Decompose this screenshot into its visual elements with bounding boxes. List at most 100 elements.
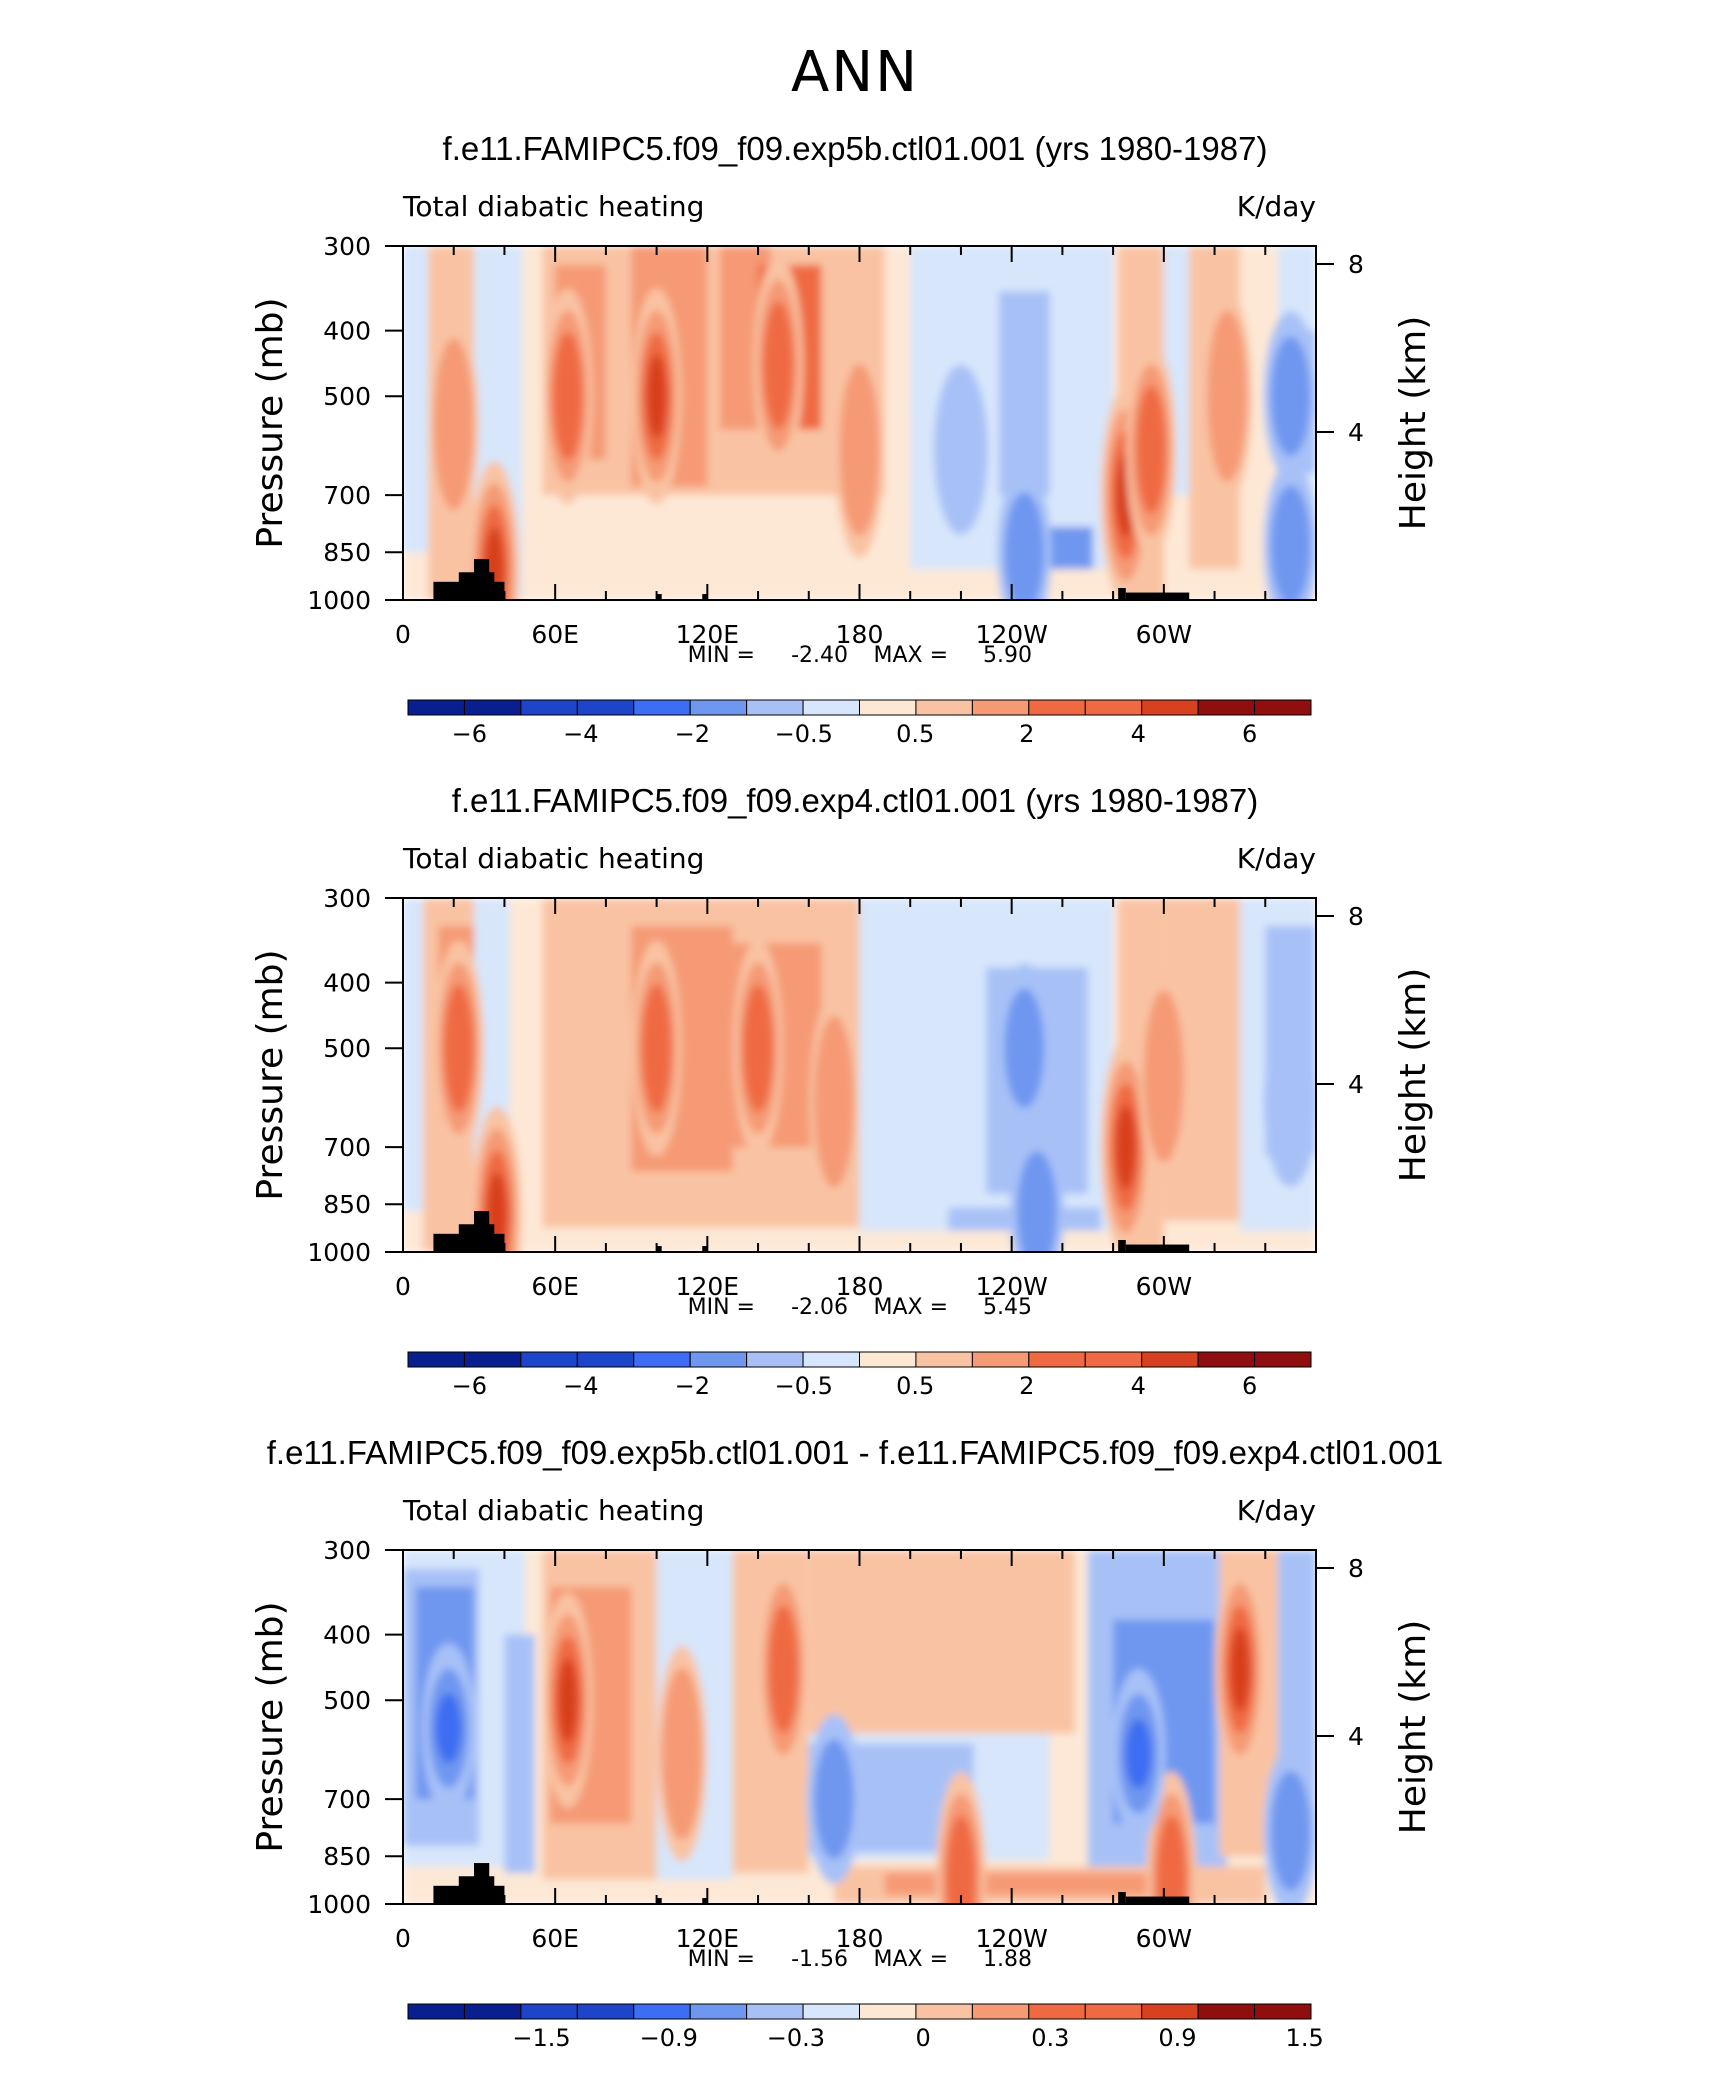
colorbar-label: 0.5 [896,1372,934,1400]
topography-mask [656,1898,662,1904]
topography-mask [656,1246,662,1252]
x-tick-label: 0 [395,1272,411,1301]
y-tick-label: 850 [323,1842,371,1871]
min-value: -1.56 [791,1947,848,1972]
topography-mask [702,594,708,600]
heating-feature [1229,1627,1250,1712]
colorbar-box [1197,1351,1256,1368]
colorbar-box [971,2003,1030,2020]
x-tick-label: 120W [975,620,1047,649]
cooling-feature [1004,988,1045,1109]
colorbar-box [407,1351,465,1368]
topography-mask [1125,592,1190,600]
y2-tick-label: 4 [1348,1722,1364,1751]
y2-axis-label: Height (km) [1393,316,1434,530]
cooling-feature [1017,1151,1058,1252]
colorbar-label: −0.5 [775,720,833,748]
colorbar-box [1254,1351,1312,1368]
y2-axis-label: Height (km) [1393,968,1434,1182]
colorbar-box [859,699,917,716]
colorbar-label: −2 [675,1372,710,1400]
colorbar-box [520,699,578,716]
colorbar-box [859,2003,917,2020]
colorbar-box [576,1351,635,1368]
x-tick-label: 180 [836,1272,884,1301]
y2-tick-label: 8 [1348,1554,1364,1583]
colorbar-box [633,1351,691,1368]
colorbar-box [1141,1351,1199,1368]
y-tick-label: 400 [323,1621,371,1650]
colorbar-box [1084,2003,1143,2020]
colorbar-label: 6 [1242,720,1257,748]
colorbar-label: −1.5 [512,2024,570,2052]
y2-tick-label: 8 [1348,902,1364,931]
colorbar-box [520,1351,578,1368]
max-value: 1.88 [983,1947,1032,1972]
variable-label: Total diabatic heating [402,842,704,875]
chart-svg: Total diabatic heating K/day 0 60E 120E 180 12… [250,190,1434,748]
y-tick-label: 700 [323,1785,371,1814]
colorbar-box [1028,1351,1086,1368]
cooling-feature [435,1693,462,1764]
topography-mask [702,1898,708,1904]
heating-feature [1136,385,1167,514]
heating-feature [641,984,672,1113]
y2-axis-label: Height (km) [1393,1620,1434,1834]
colorbar-label: 1.5 [1286,2024,1324,2052]
topography-mask [1118,587,1126,600]
topography-mask [1118,1891,1126,1904]
chart-panel-2: f.e11.FAMIPC5.f09_f09.exp4.ctl01.001 (yr… [0,782,1710,1422]
colorbar-box [463,699,522,716]
colorbar-box [689,1351,748,1368]
y-axis-label: Pressure (mb) [250,1601,291,1852]
heating-feature [443,984,474,1113]
max-label: MAX = [873,643,948,668]
colorbar-box [1028,2003,1086,2020]
colorbar-box [407,2003,465,2020]
colorbar-box [1141,2003,1199,2020]
y-tick-label: 1000 [307,1238,371,1267]
x-tick-label: 60W [1136,1924,1193,1953]
heating-feature [839,363,880,536]
colorbar-box [915,699,973,716]
colorbar-label: 2 [1019,1372,1034,1400]
colorbar-box [746,699,804,716]
colorbar-label: 0.3 [1031,2024,1069,2052]
chart-panel-3: f.e11.FAMIPC5.f09_f09.exp5b.ctl01.001 - … [0,1434,1710,2074]
topography-mask [474,559,490,600]
chart-title: f.e11.FAMIPC5.f09_f09.exp5b.ctl01.001 (y… [442,130,1268,167]
colorbar-box [802,1351,860,1368]
heating-feature [661,1667,702,1840]
topography-mask [656,594,662,600]
max-value: 5.90 [983,643,1032,668]
colorbar [407,1351,1312,1368]
contour-region [403,898,424,1212]
colorbar-label: −6 [452,720,487,748]
units-label: K/day [1237,842,1316,875]
y-tick-label: 1000 [307,1890,371,1919]
x-tick-label: 0 [395,620,411,649]
y-tick-label: 850 [323,538,371,567]
heating-feature [1115,1105,1136,1190]
colorbar-box [746,2003,804,2020]
page-title: ANN [790,40,920,105]
contour-region [998,291,1050,496]
colorbar-box [463,1351,522,1368]
min-label: MIN = [688,1295,755,1320]
heating-feature [945,1815,976,1904]
colorbar-box [633,2003,691,2020]
colorbar-box [915,1351,973,1368]
heating-feature [557,1658,578,1743]
y-tick-label: 400 [323,969,371,998]
colorbar-box [1028,699,1086,716]
colorbar-box [746,1351,804,1368]
heating-feature [1143,990,1184,1163]
heating-feature [743,984,774,1113]
heating-feature [1207,310,1248,483]
colorbar-box [1254,699,1312,716]
cooling-feature [1270,1770,1311,1891]
colorbar-label: −2 [675,720,710,748]
chart-panel-1: f.e11.FAMIPC5.f09_f09.exp5b.ctl01.001 (y… [0,130,1710,770]
colorbar-label: 6 [1242,1372,1257,1400]
colorbar-label: −4 [563,720,598,748]
